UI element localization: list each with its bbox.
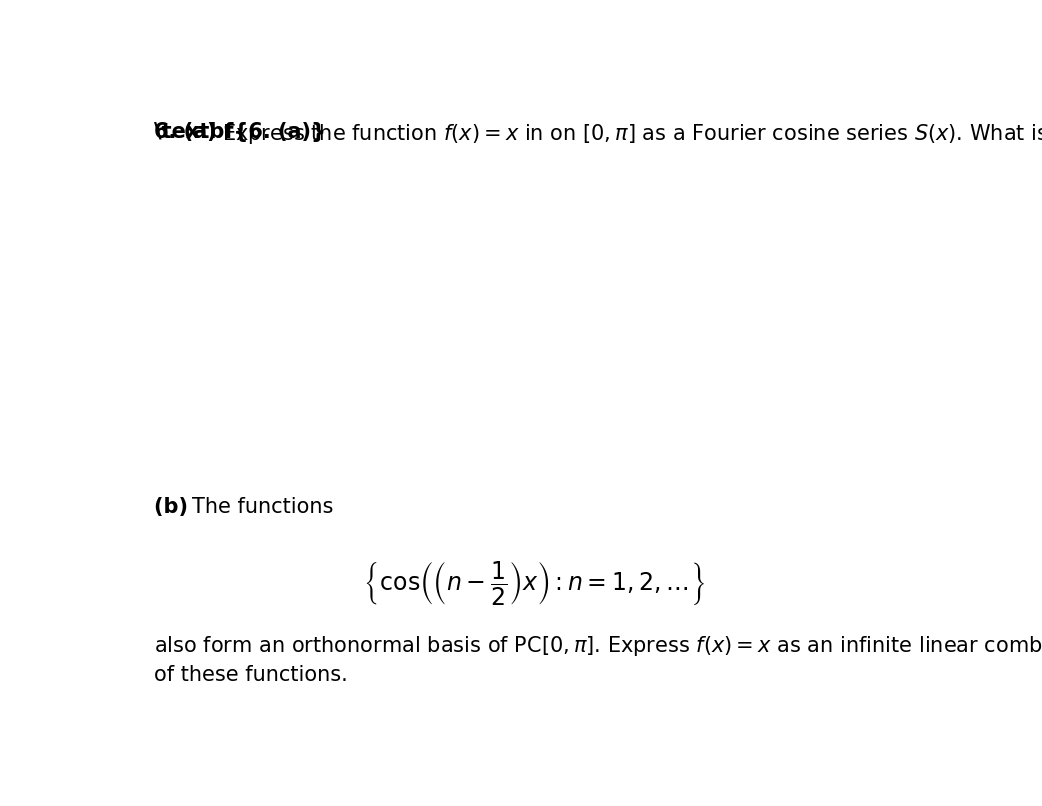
Text: The functions: The functions <box>192 497 333 517</box>
Text: (b): (b) <box>154 497 196 517</box>
Text: Express the function $f(x) = x$ in on $[0, \pi]$ as a Fourier cosine series $S(x: Express the function $f(x) = x$ in on $[… <box>222 122 1042 146</box>
Text: of these functions.: of these functions. <box>154 665 348 684</box>
Text: 6. (a): 6. (a) <box>154 122 224 142</box>
Text: $\left\{\cos\!\left(\left(n - \dfrac{1}{2}\right)x\right) : n = 1, 2, \ldots\rig: $\left\{\cos\!\left(\left(n - \dfrac{1}{… <box>363 559 705 607</box>
Text: also form an orthonormal basis of $\mathrm{PC}[0,\pi]$. Express $f(x) = x$ as an: also form an orthonormal basis of $\math… <box>154 634 1042 658</box>
Text: \textbf{6. (a)}: \textbf{6. (a)} <box>154 122 326 142</box>
